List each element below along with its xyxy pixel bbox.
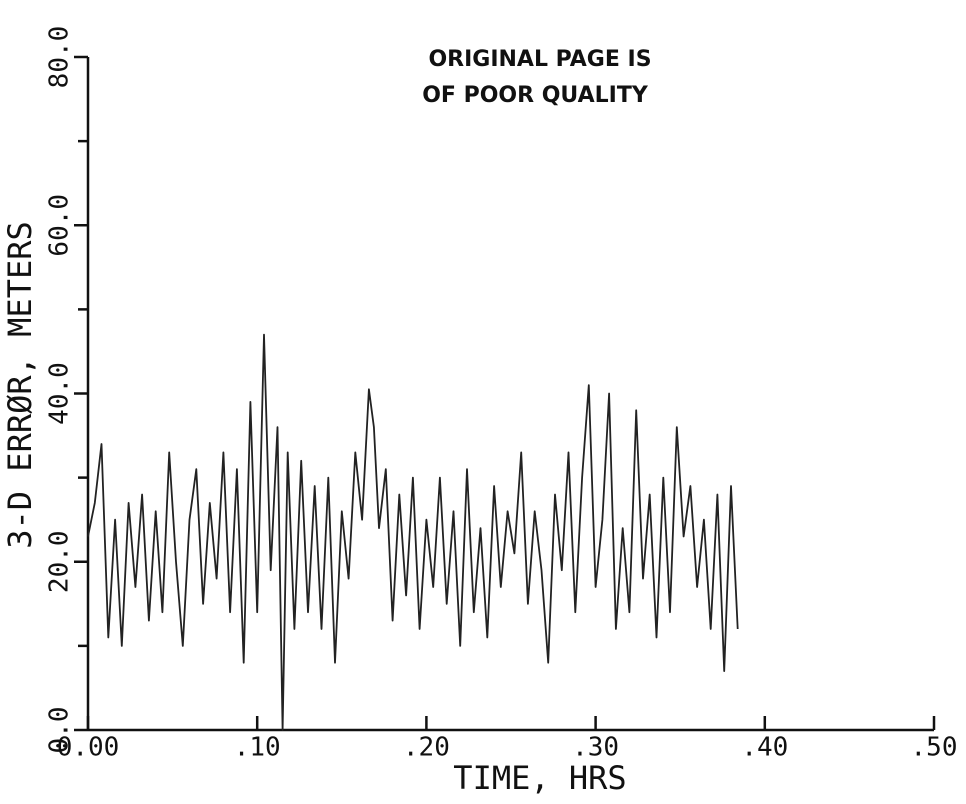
y-tick-label: 80.0 [45, 26, 75, 89]
x-tick-label: .30 [572, 733, 619, 763]
annotation: OF POOR QUALITY [422, 83, 649, 108]
data-line [87, 333, 739, 731]
y-tick-label: 20.0 [45, 530, 75, 593]
y-axis-label: 3-D ERRØR, METERS [1, 221, 39, 549]
x-tick-label: .50 [911, 733, 958, 763]
x-tick-label: 0.00 [57, 733, 120, 763]
y-tick-label: 60.0 [45, 194, 75, 257]
annotation: ORIGINAL PAGE IS [428, 47, 651, 72]
x-tick-label: .10 [234, 733, 281, 763]
x-axis-label: TIME, HRS [453, 759, 626, 797]
y-tick-label: 0.0 [45, 707, 75, 754]
x-tick-label: .20 [403, 733, 450, 763]
y-tick-label: 40.0 [45, 362, 75, 425]
x-tick-label: .40 [741, 733, 788, 763]
